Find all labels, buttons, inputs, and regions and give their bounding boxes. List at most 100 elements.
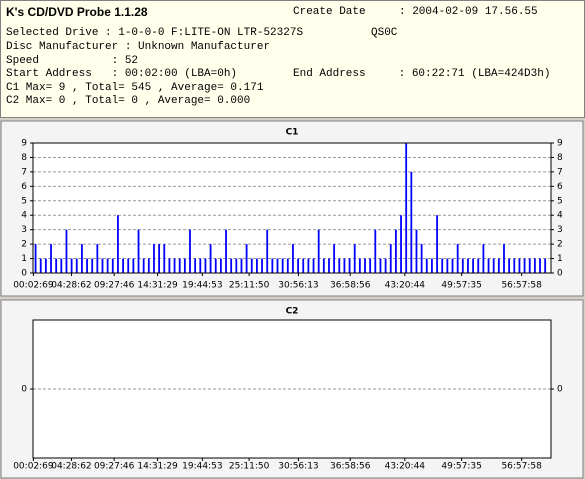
bar [209,244,212,273]
bar [302,258,305,273]
bar [142,258,145,273]
y-tick-label: 6 [21,182,27,192]
bar [292,244,294,273]
bar [50,244,52,273]
x-tick-label: 36:58:56 [330,462,371,472]
bar [482,244,485,273]
bar [189,229,191,273]
bar [147,258,150,273]
bar [338,258,341,273]
bar [91,258,94,273]
x-tick-label: 09:27:46 [94,462,135,472]
bar [544,258,547,273]
bar [256,258,258,273]
create-date-label: Create Date [293,6,366,18]
y-tick-label: 5 [21,196,27,206]
y2-tick-label: 0 [557,385,563,395]
y2-tick-label: 7 [557,167,563,177]
bar [358,258,361,273]
bar [508,258,511,273]
bar [384,258,387,273]
y-tick-label: 9 [21,139,27,149]
y-tick-label: 4 [21,211,27,221]
bar [101,258,104,273]
bar [137,229,140,273]
bar [328,258,330,273]
bar [225,229,227,273]
x-tick-label: 56:57:58 [501,281,542,291]
y-tick-label: 0 [21,385,27,395]
bar [178,258,181,273]
x-tick-label: 49:57:35 [441,281,481,291]
bar [307,258,310,273]
bar [431,258,433,273]
y-tick-label: 2 [21,240,27,250]
bar [441,258,444,273]
x-tick-label: 25:11:50 [229,462,270,472]
bar [528,258,531,273]
chart-title: C2 [286,307,299,317]
bar [39,258,42,273]
bar [477,258,480,273]
speed: Speed : 52 [6,55,139,67]
bar [266,229,269,273]
bar [86,258,88,273]
y-tick-label: 7 [21,167,27,177]
bar [297,258,299,273]
plot-border [32,142,552,274]
bar [539,258,541,273]
x-tick-label: 19:44:53 [182,281,222,291]
bar [168,258,171,273]
bar [317,229,320,273]
x-tick-label: 00:02:69 [13,462,54,472]
y2-tick-label: 8 [557,153,563,163]
bar [364,258,366,273]
bar [230,258,233,273]
bar [451,258,454,273]
x-tick-label: 36:58:56 [330,281,371,291]
y-tick-label: 1 [21,254,27,264]
bar [379,258,382,273]
bar [55,258,58,273]
bar [127,258,130,273]
bar [96,244,99,273]
start-address: Start Address : 00:02:00 (LBA=0h) [6,68,238,80]
y2-tick-label: 9 [557,139,563,149]
x-tick-label: 30:56:13 [278,281,318,291]
app-title: K's CD/DVD Probe 1.1.28 [6,5,148,19]
create-date: : 2004-02-09 17.56.55 [399,6,538,18]
bar [281,258,284,273]
bar [261,258,263,273]
x-tick-label: 04:28:62 [51,462,91,472]
bar [312,258,315,273]
bar [219,258,222,273]
bar [513,258,516,273]
x-tick-label: 19:44:53 [182,462,222,472]
bar [410,171,413,273]
bar [518,258,521,273]
bar [374,229,377,273]
bar [44,258,47,273]
bar [122,258,124,273]
y2-tick-label: 3 [557,225,563,235]
end-address: End Address : 60:22:71 (LBA=424D3h) [293,68,551,80]
bar [245,244,248,273]
bar [70,258,73,273]
bar [333,244,336,273]
bar [523,258,526,273]
chart-title: C1 [286,128,299,138]
bar [389,244,392,273]
bar [194,258,197,273]
bar [153,244,155,273]
c2-summary: C2 Max= 0 , Total= 0 , Average= 0.000 [6,95,251,107]
bar [111,258,114,273]
bar [276,258,279,273]
y2-tick-label: 1 [557,254,563,264]
info-panel: K's CD/DVD Probe 1.1.28 Create Date : 20… [0,0,585,118]
x-tick-label: 14:31:29 [137,462,178,472]
c1-summary: C1 Max= 9 , Total= 545 , Average= 0.171 [6,82,264,94]
bar [348,258,351,273]
y2-tick-label: 5 [557,196,563,206]
